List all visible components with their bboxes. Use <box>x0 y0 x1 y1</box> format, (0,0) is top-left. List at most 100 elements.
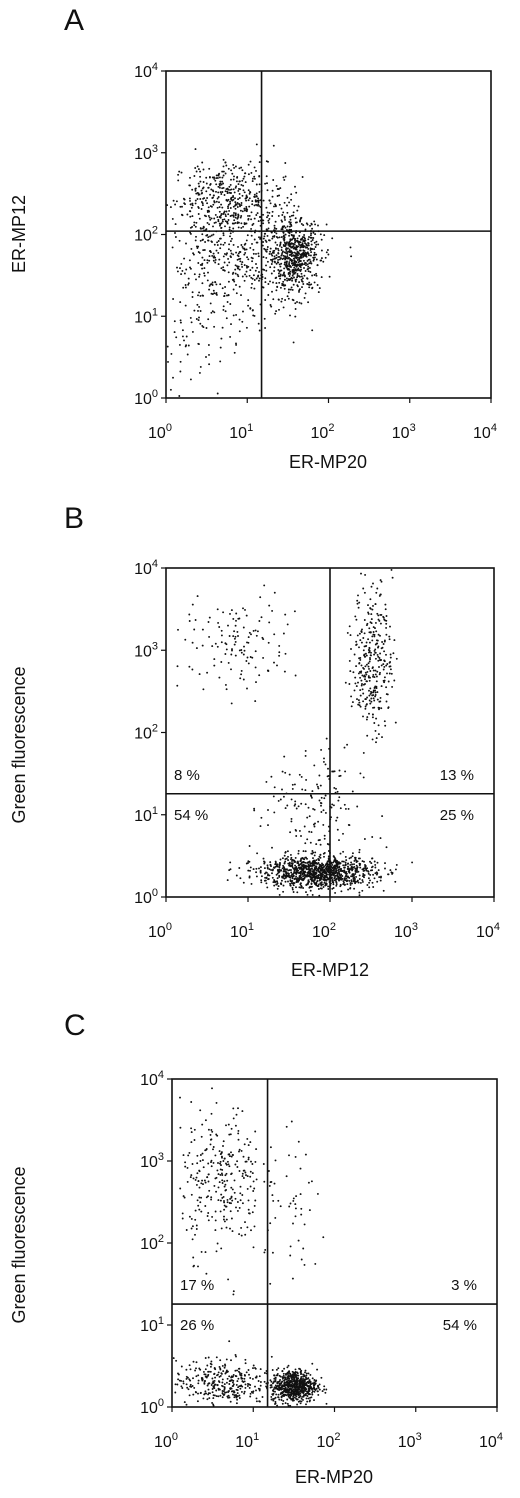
data-point <box>219 1160 222 1163</box>
data-point <box>311 893 314 896</box>
data-point <box>373 860 376 863</box>
data-point <box>238 285 241 288</box>
data-point <box>196 247 199 249</box>
data-point <box>189 1383 192 1386</box>
data-point <box>298 829 301 832</box>
data-point <box>243 1390 246 1393</box>
data-point <box>265 882 268 885</box>
data-point <box>292 884 295 887</box>
data-point <box>314 1383 317 1385</box>
data-point <box>213 176 216 179</box>
data-point <box>322 873 324 876</box>
data-point <box>304 228 307 231</box>
data-point <box>411 861 414 864</box>
data-point <box>315 859 318 862</box>
data-point <box>202 181 205 183</box>
data-point <box>190 206 193 209</box>
data-point <box>232 195 235 197</box>
data-point <box>317 243 320 246</box>
data-point <box>334 861 337 864</box>
data-point <box>191 668 194 671</box>
data-point <box>232 178 235 181</box>
data-point <box>229 1133 232 1136</box>
data-point <box>241 1110 244 1113</box>
data-point <box>313 281 316 284</box>
data-point <box>253 809 256 812</box>
data-point <box>312 259 315 262</box>
data-point <box>233 1191 236 1194</box>
data-point <box>267 283 270 285</box>
data-point <box>208 250 211 253</box>
data-point <box>220 661 223 663</box>
data-point <box>287 297 290 300</box>
data-point <box>296 1403 299 1406</box>
data-point <box>222 1218 225 1221</box>
data-point <box>290 255 293 258</box>
data-point <box>258 204 260 207</box>
data-point <box>294 800 297 803</box>
data-point <box>291 875 294 878</box>
data-point <box>207 621 210 623</box>
data-point <box>211 1388 214 1390</box>
data-point <box>385 633 388 636</box>
data-point <box>221 206 224 209</box>
data-point <box>303 1263 306 1266</box>
data-point <box>231 172 234 175</box>
data-point <box>331 879 334 882</box>
data-point <box>259 1384 262 1387</box>
data-point <box>258 329 261 332</box>
data-point <box>229 192 232 194</box>
data-point <box>382 615 385 618</box>
data-point <box>237 183 240 186</box>
data-point <box>196 165 199 168</box>
data-point <box>310 232 313 235</box>
data-point <box>219 1199 222 1202</box>
data-point <box>204 1375 207 1378</box>
data-point <box>187 282 190 285</box>
data-point <box>313 1390 316 1393</box>
data-point <box>353 865 356 868</box>
data-point <box>207 1370 210 1373</box>
data-point <box>287 880 289 883</box>
data-point <box>238 192 241 195</box>
data-point <box>191 296 194 298</box>
data-point <box>307 252 310 255</box>
data-point <box>326 869 328 872</box>
data-point <box>253 177 256 180</box>
data-point <box>252 222 255 225</box>
data-point <box>226 1377 229 1380</box>
data-point <box>267 219 270 222</box>
data-point <box>194 225 197 228</box>
data-point <box>305 1383 308 1386</box>
data-point <box>211 1377 214 1380</box>
x-tick-label: 101 <box>230 921 254 941</box>
data-point <box>238 1170 241 1172</box>
data-point <box>240 669 243 672</box>
data-point <box>226 190 229 193</box>
data-point <box>291 269 294 272</box>
data-point <box>374 689 377 692</box>
data-point <box>271 1382 274 1385</box>
data-point <box>254 1160 257 1163</box>
data-point <box>354 872 357 875</box>
data-point <box>206 1398 209 1401</box>
data-point <box>222 1370 225 1373</box>
data-point <box>219 180 222 183</box>
data-point <box>358 646 360 649</box>
data-point <box>306 816 309 819</box>
data-point <box>232 1290 235 1293</box>
data-point <box>288 1391 291 1394</box>
data-point <box>316 264 319 267</box>
data-point <box>220 183 223 186</box>
data-point <box>213 1385 216 1387</box>
data-point <box>290 820 293 823</box>
data-point <box>195 170 198 173</box>
data-point <box>355 640 358 643</box>
data-point <box>230 197 232 200</box>
data-point <box>290 242 293 245</box>
data-point <box>235 1383 238 1386</box>
data-point <box>298 263 301 266</box>
data-point <box>327 857 330 860</box>
data-point <box>283 287 286 290</box>
data-point <box>200 1135 203 1138</box>
